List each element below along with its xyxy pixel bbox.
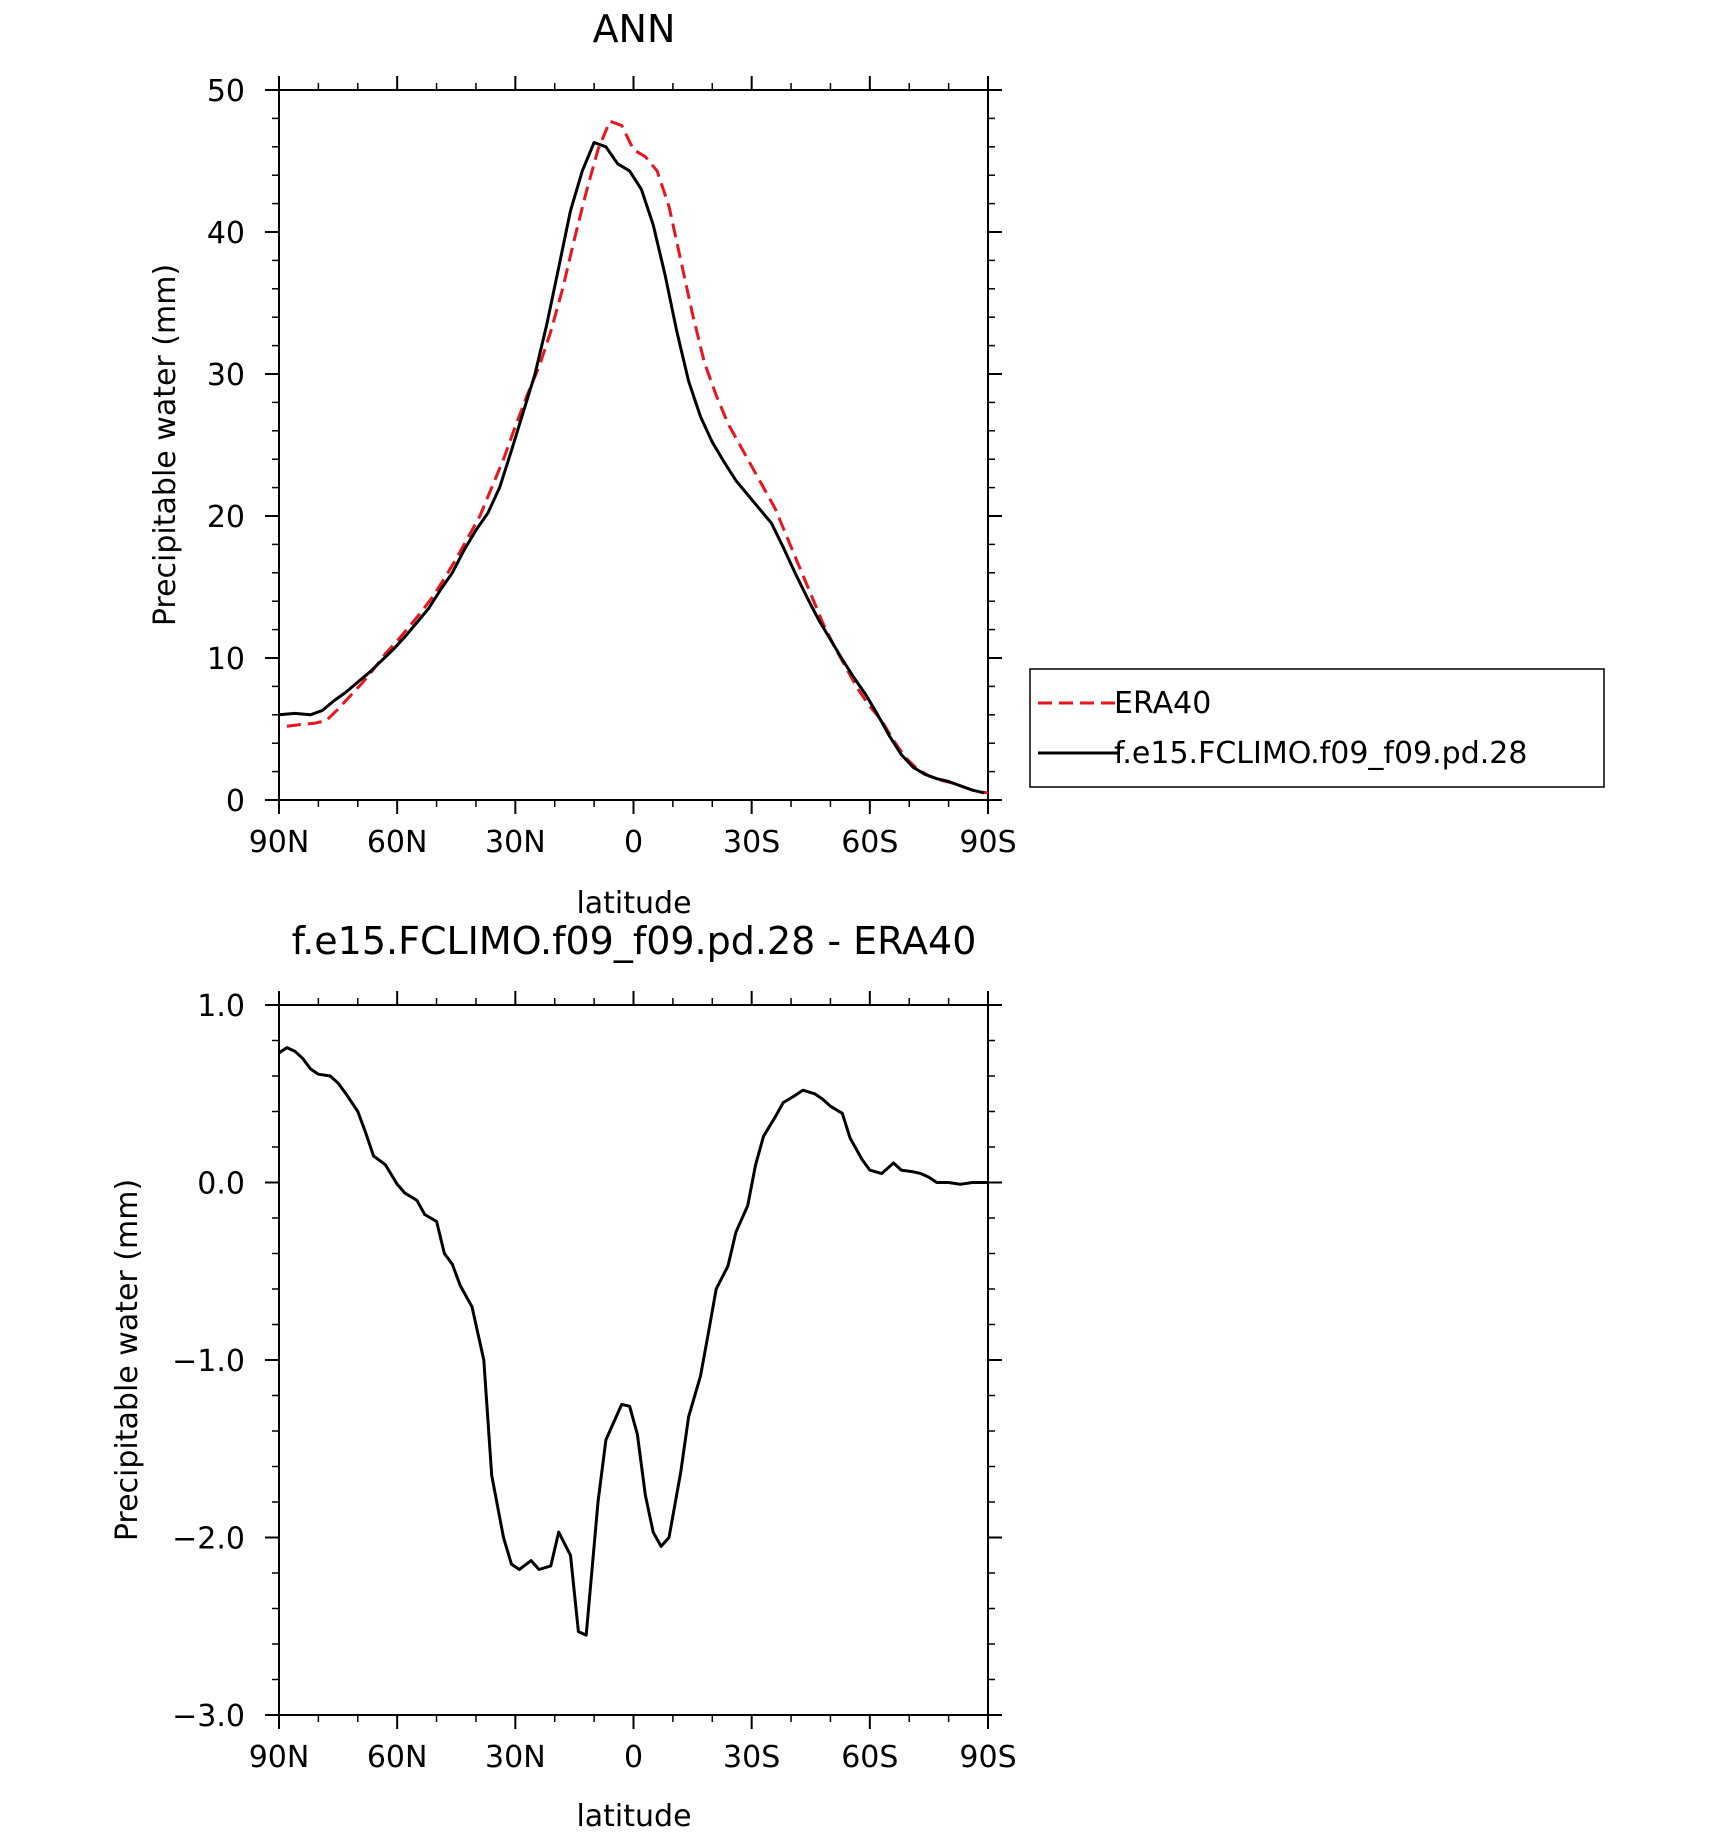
y-tick-label: 30 <box>207 358 245 393</box>
x-tick-label: 30S <box>723 1740 780 1775</box>
legend-entry-era40: ERA40 <box>1114 686 1211 721</box>
y-tick-label: 1.0 <box>197 989 245 1024</box>
x-tick-label: 0 <box>624 825 643 860</box>
chart-difference: f.e15.FCLIMO.f09_f09.pd.28 - ERA40 90N 60… <box>110 919 1017 1833</box>
legend-box <box>1029 668 1605 788</box>
legend-entry-model: f.e15.FCLIMO.f09_f09.pd.28 <box>1114 736 1527 771</box>
y-tick-label: −1.0 <box>172 1344 245 1379</box>
x-axis-label: latitude <box>576 886 691 921</box>
y-tick-label: 40 <box>207 216 245 251</box>
tick-labels: 90N 60N 30N 0 30S 60S 90S 1.0 0.0 −1.0 −2.0 −3.0 <box>172 989 1016 1775</box>
y-tick-label: 20 <box>207 500 245 535</box>
x-tick-label: 30N <box>485 1740 546 1775</box>
chart-title: ANN <box>593 7 676 51</box>
x-tick-label: 90S <box>959 825 1016 860</box>
series-line-series-0 <box>278 1046 988 1637</box>
x-tick-label: 60S <box>841 825 898 860</box>
y-tick-label: 10 <box>207 642 245 677</box>
x-tick-label: 0 <box>624 1740 643 1775</box>
series-line-era40 <box>286 119 989 795</box>
y-tick-label: 0 <box>226 784 245 819</box>
x-tick-label: 60N <box>367 825 428 860</box>
tick-labels: 90N 60N 30N 0 30S 60S 90S 0 10 20 30 40 50 <box>207 74 1017 860</box>
y-tick-label: 0.0 <box>197 1167 245 1202</box>
axis-ticks <box>265 76 1002 814</box>
x-tick-label: 90N <box>249 825 310 860</box>
y-axis-label: Precipitable water (mm) <box>110 1179 145 1541</box>
series-line-f-e15-fclimo-f09-f09-pd-28 <box>278 141 985 795</box>
x-tick-label: 30N <box>485 825 546 860</box>
x-tick-label: 60S <box>841 1740 898 1775</box>
y-axis-label: Precipitable water (mm) <box>148 264 183 626</box>
legend: ERA40 f.e15.FCLIMO.f09_f09.pd.28 <box>1029 668 1605 788</box>
series-layer <box>278 1046 988 1637</box>
x-tick-label: 90S <box>959 1740 1016 1775</box>
x-tick-label: 60N <box>367 1740 428 1775</box>
axis-ticks <box>265 991 1002 1729</box>
series-layer <box>278 119 989 795</box>
chart-title: f.e15.FCLIMO.f09_f09.pd.28 - ERA40 <box>292 919 977 963</box>
plot-frame <box>278 89 989 801</box>
x-tick-label: 30S <box>723 825 780 860</box>
x-tick-label: 90N <box>249 1740 310 1775</box>
y-tick-label: −3.0 <box>172 1699 245 1734</box>
chart-annual-mean: ANN 90N 60N 30N 0 30S 60S 90S 0 10 20 30 40 50 latit… <box>148 7 1605 921</box>
plot-frame <box>278 1004 989 1716</box>
y-tick-label: −2.0 <box>172 1522 245 1557</box>
x-axis-label: latitude <box>576 1799 691 1833</box>
y-tick-label: 50 <box>207 74 245 109</box>
